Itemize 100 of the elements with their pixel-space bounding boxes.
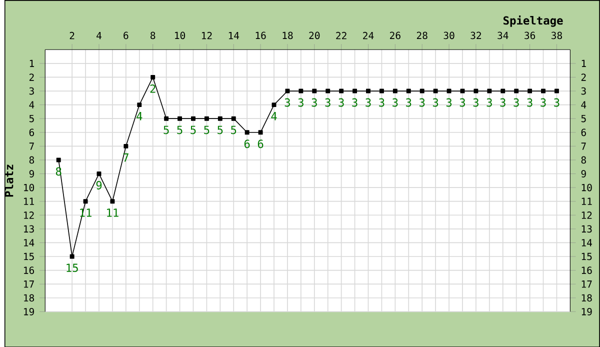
data-label: 3 — [406, 98, 412, 107]
data-label: 3 — [312, 98, 317, 107]
data-label: 6 — [258, 139, 264, 148]
data-label: 3 — [352, 98, 358, 107]
y-tick-label: 5 — [29, 114, 34, 122]
point — [150, 74, 156, 80]
y2-tick-label: 7 — [581, 142, 586, 150]
y-tick-label: 16 — [24, 266, 34, 274]
y-tick-label: 14 — [24, 238, 34, 246]
point — [514, 88, 519, 94]
y-tick-label: 9 — [29, 170, 34, 178]
point — [392, 88, 398, 94]
y-tick-label: 19 — [24, 308, 34, 316]
point — [420, 88, 424, 94]
y2-tick-label: 3 — [581, 87, 586, 94]
y2-tick-label: 18 — [582, 294, 592, 302]
y2-tick-label: 14 — [582, 238, 592, 246]
point — [352, 88, 358, 94]
x-tick-label: 16 — [256, 32, 266, 39]
y-tick-label: 4 — [29, 101, 34, 108]
x-axis-title: Spieltage — [504, 15, 563, 27]
y-tick-label: 7 — [29, 142, 34, 150]
x-tick-label: 4 — [96, 32, 102, 39]
data-label: 3 — [284, 98, 290, 107]
point — [272, 102, 276, 107]
x-tick-label: 8 — [150, 32, 156, 39]
y2-tick-label: 12 — [582, 211, 592, 219]
point — [56, 158, 61, 162]
data-label: 3 — [298, 98, 304, 107]
y2-tick-label: 9 — [581, 170, 586, 178]
data-label: 3 — [392, 98, 398, 107]
data-label: 5 — [190, 126, 196, 134]
point — [541, 88, 546, 94]
data-label: 15 — [66, 264, 78, 272]
y2-tick-label: 10 — [582, 184, 592, 192]
data-label: 3 — [460, 98, 466, 107]
x-tick-label: 38 — [552, 32, 562, 39]
data-label: 9 — [96, 180, 102, 190]
data-label: 3 — [514, 98, 519, 107]
y-tick-label: 8 — [29, 156, 34, 164]
x-tick-label: 24 — [363, 32, 374, 39]
data-label: 6 — [244, 139, 250, 148]
data-label: 11 — [107, 208, 118, 217]
x-tick-label: 30 — [444, 32, 454, 39]
y-tick-label: 17 — [24, 280, 34, 288]
data-label: 3 — [366, 98, 371, 107]
data-label: 5 — [218, 126, 223, 134]
point — [339, 88, 344, 94]
point — [406, 88, 411, 94]
point — [164, 116, 169, 121]
point — [554, 88, 559, 94]
y2-tick-label: 6 — [581, 128, 586, 136]
y-tick-label: 11 — [24, 198, 34, 205]
data-label: 3 — [486, 98, 492, 107]
y2-tick-label: 15 — [582, 252, 592, 260]
y-tick-label: 13 — [24, 225, 34, 232]
point — [500, 88, 506, 94]
y-tick-label: 1 — [30, 60, 34, 67]
point — [244, 130, 250, 134]
y-tick-label: 15 — [24, 252, 34, 260]
point — [379, 88, 384, 94]
point — [110, 198, 115, 204]
data-label: 3 — [540, 98, 546, 107]
data-label: 3 — [338, 98, 344, 107]
y2-tick-label: 4 — [581, 101, 586, 108]
point — [433, 88, 438, 94]
point — [218, 116, 222, 121]
point — [124, 144, 128, 148]
x-tick-label: 20 — [309, 32, 320, 39]
point — [446, 88, 452, 94]
data-label: 5 — [204, 126, 210, 134]
y-tick-label: 6 — [29, 128, 34, 136]
y2-tick-label: 17 — [582, 280, 592, 288]
x-tick-label: 18 — [282, 32, 293, 39]
point — [474, 88, 478, 94]
y-axis-title: Platz — [4, 164, 14, 196]
x-tick-label: 10 — [175, 32, 186, 39]
y-tick-label: 3 — [29, 87, 34, 94]
data-label: 3 — [473, 98, 478, 107]
y-tick-label: 12 — [24, 211, 34, 219]
x-tick-label: 6 — [124, 32, 128, 39]
point — [298, 88, 304, 94]
x-tick-label: 14 — [228, 32, 240, 39]
x-tick-label: 28 — [416, 32, 428, 39]
y2-tick-label: 11 — [582, 198, 592, 205]
point — [137, 102, 142, 107]
point — [487, 88, 492, 94]
data-label: 3 — [432, 98, 438, 107]
y-tick-label: 10 — [24, 184, 34, 192]
y2-tick-label: 19 — [582, 308, 592, 316]
data-label: 7 — [123, 153, 128, 162]
data-label: 2 — [150, 84, 156, 93]
y2-tick-label: 8 — [581, 156, 586, 164]
point — [96, 171, 102, 176]
data-label: 5 — [231, 126, 236, 134]
data-label: 4 — [271, 112, 277, 120]
y2-tick-label: 13 — [582, 225, 592, 232]
point — [366, 88, 370, 94]
point — [528, 88, 532, 94]
point — [178, 116, 182, 121]
